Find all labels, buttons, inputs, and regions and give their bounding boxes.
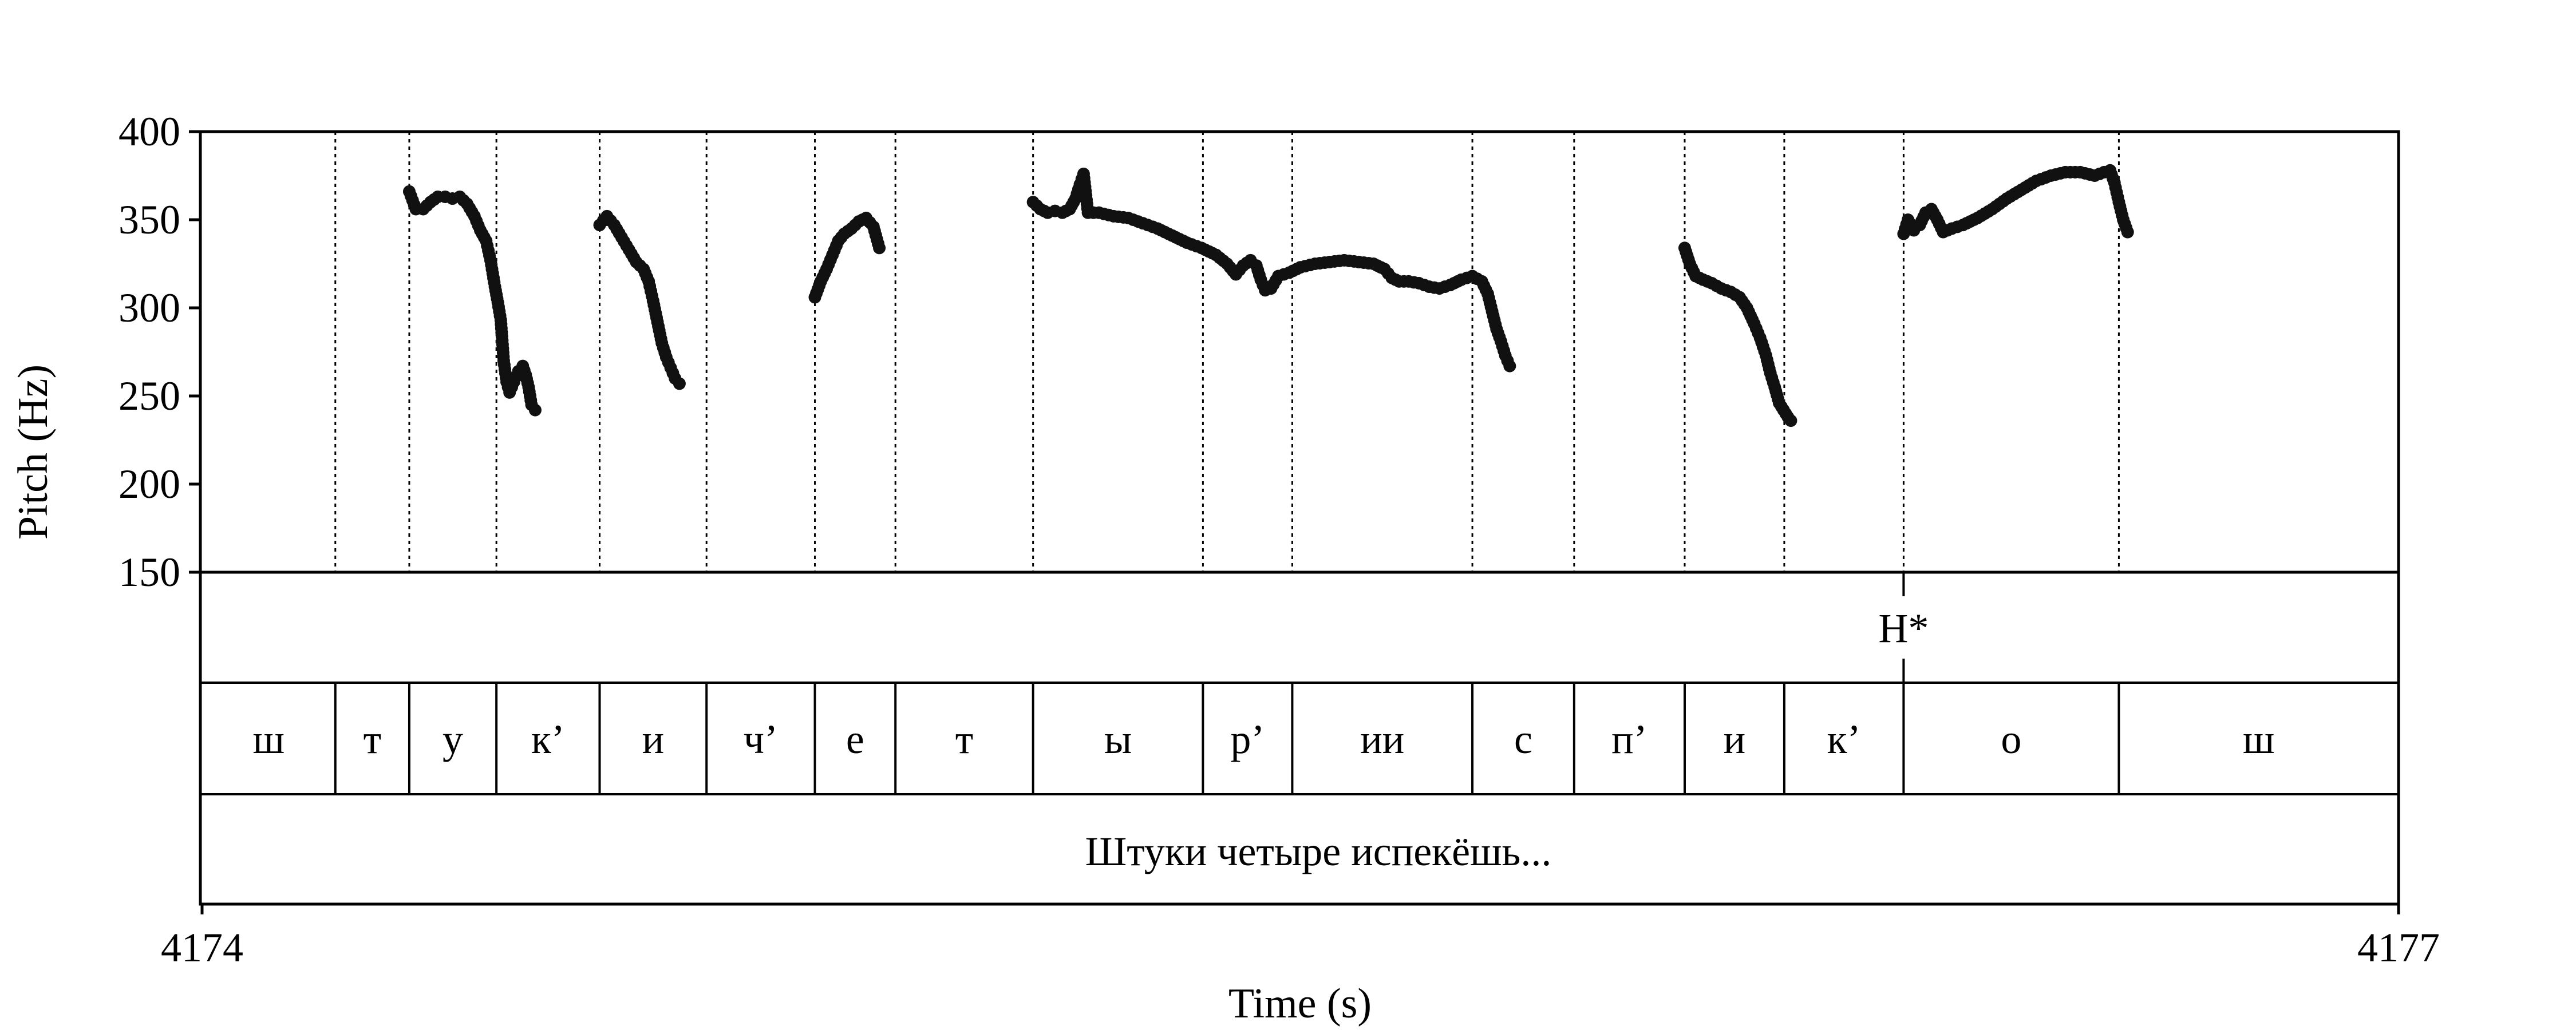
segment-label: п’	[1611, 716, 1647, 762]
pitch-point	[2121, 225, 2134, 239]
segment-label: ии	[1360, 716, 1404, 762]
segment-label: с	[1514, 716, 1532, 762]
y-tick-label: 350	[118, 197, 180, 243]
segment-label: р’	[1230, 716, 1265, 762]
segment-label: и	[642, 716, 665, 762]
y-tick-label: 200	[118, 461, 180, 507]
segment-label: ш	[253, 716, 285, 762]
y-tick-label: 300	[118, 285, 180, 331]
segment-label: т	[955, 716, 973, 762]
segment-label: к’	[531, 716, 565, 762]
segment-label: ш	[2243, 716, 2274, 762]
sentence-label: Штуки четыре испекёшь...	[1085, 829, 1552, 874]
pitch-point	[1503, 359, 1516, 373]
x-tick-label-start: 4174	[161, 925, 243, 970]
segment-label: о	[2001, 716, 2021, 762]
pitch-point	[528, 403, 542, 417]
segment-boundary-layer	[334, 132, 2120, 572]
segment-label: и	[1724, 716, 1746, 762]
segment-label: т	[364, 716, 381, 762]
pitch-points-layer	[402, 164, 2134, 427]
y-tick-label: 250	[118, 373, 180, 419]
tone-label: H*	[1878, 605, 1929, 651]
pitch-point	[1784, 414, 1797, 427]
segment-label: е	[846, 716, 864, 762]
pitch-point	[673, 377, 686, 390]
segment-label: ы	[1104, 716, 1132, 762]
x-tick-label-end: 4177	[2357, 925, 2440, 970]
segment-label: к’	[1827, 716, 1861, 762]
pitch-point	[873, 241, 886, 255]
segment-label: у	[442, 716, 463, 762]
annotation-tiers-layer: ш т у к’ и ч’ е т ы р’ ии с п’ и к’ о ш H*	[253, 572, 2274, 794]
annotation-tiers-frame	[199, 571, 2400, 906]
x-axis-label: Time (s)	[1228, 980, 1372, 1027]
y-tick-label: 400	[118, 109, 180, 154]
y-tick-label: 150	[118, 549, 180, 595]
segment-label: ч’	[744, 716, 778, 762]
y-axis: 150 200 250 300 350 400	[118, 109, 202, 595]
y-axis-label: Pitch (Hz)	[10, 365, 57, 540]
pitch-panel-frame	[199, 130, 2400, 574]
